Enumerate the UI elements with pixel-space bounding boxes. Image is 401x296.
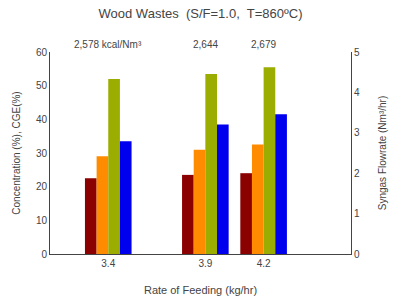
- svg-text:Concentration (%), CGE(%): Concentration (%), CGE(%): [11, 91, 22, 214]
- svg-text:3.4: 3.4: [101, 258, 115, 269]
- svg-text:20: 20: [36, 181, 48, 192]
- svg-text:3.9: 3.9: [198, 258, 212, 269]
- svg-text:2,679: 2,679: [251, 39, 276, 50]
- svg-text:60: 60: [36, 47, 48, 58]
- svg-text:1: 1: [354, 208, 360, 219]
- svg-text:10: 10: [36, 215, 48, 226]
- svg-text:Syngas Flowrate (Nm³/hr): Syngas Flowrate (Nm³/hr): [377, 96, 388, 210]
- svg-text:5: 5: [354, 47, 360, 58]
- svg-text:40: 40: [36, 114, 48, 125]
- svg-text:0: 0: [41, 249, 47, 260]
- svg-text:50: 50: [36, 80, 48, 91]
- svg-text:4.2: 4.2: [257, 258, 271, 269]
- svg-text:2,644: 2,644: [193, 39, 218, 50]
- svg-text:30: 30: [36, 148, 48, 159]
- svg-text:2,578 kcal/Nm³: 2,578 kcal/Nm³: [74, 39, 142, 50]
- svg-text:2: 2: [354, 168, 360, 179]
- svg-text:Wood Wastes (S/F=1.0, T=860º: Wood Wastes (S/F=1.0, T=860ºC): [99, 6, 303, 21]
- svg-text:Rate of Feeding (kg/hr): Rate of Feeding (kg/hr): [144, 284, 257, 296]
- svg-text:4: 4: [354, 87, 360, 98]
- svg-text:0: 0: [354, 249, 360, 260]
- svg-text:3: 3: [354, 127, 360, 138]
